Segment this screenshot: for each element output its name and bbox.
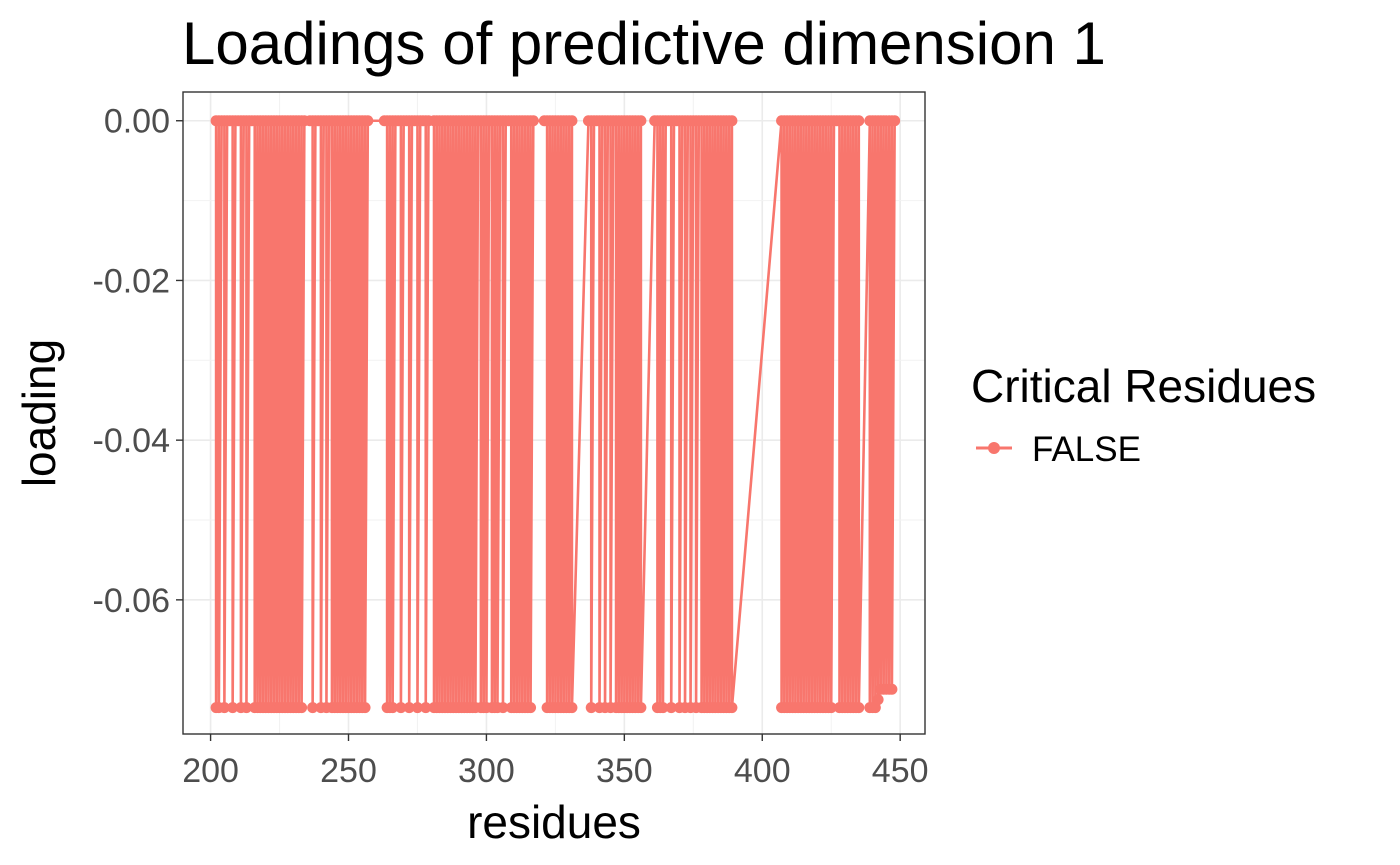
- data-point: [420, 702, 432, 714]
- data-point: [665, 702, 677, 714]
- data-point: [362, 115, 374, 127]
- x-axis-ticks: 200 250 300 350 400 450: [182, 734, 929, 790]
- x-tick-label: 350: [596, 752, 653, 790]
- data-point: [411, 702, 423, 714]
- data-point: [296, 702, 308, 714]
- legend-key-point: [988, 442, 1000, 454]
- data-point: [403, 702, 415, 714]
- data-point: [853, 702, 865, 714]
- data-point: [395, 702, 407, 714]
- data-point: [657, 702, 669, 714]
- x-axis-title: residues: [467, 796, 641, 848]
- chart-title: Loadings of predictive dimension 1: [182, 10, 1106, 77]
- data-point: [359, 702, 371, 714]
- data-point: [566, 115, 578, 127]
- data-point: [853, 115, 865, 127]
- data-point: [307, 702, 319, 714]
- data-point: [825, 702, 837, 714]
- legend: Critical Residues FALSE: [971, 360, 1316, 469]
- data-point: [387, 702, 399, 714]
- y-tick-label: -0.06: [93, 582, 171, 620]
- legend-title: Critical Residues: [971, 360, 1316, 412]
- data-point: [566, 702, 578, 714]
- y-tick-label: -0.04: [93, 422, 171, 460]
- x-tick-label: 400: [734, 752, 791, 790]
- data-point: [585, 702, 597, 714]
- data-point: [635, 115, 647, 127]
- data-point: [886, 683, 898, 695]
- data-point: [240, 702, 252, 714]
- y-tick-label: -0.02: [93, 262, 171, 300]
- data-point: [227, 702, 239, 714]
- data-point: [497, 702, 509, 714]
- data-point: [635, 702, 647, 714]
- x-tick-label: 250: [320, 752, 377, 790]
- data-point: [726, 702, 738, 714]
- y-tick-label: 0.00: [104, 103, 170, 141]
- legend-label: FALSE: [1032, 430, 1141, 469]
- data-point: [889, 115, 901, 127]
- data-point: [872, 694, 884, 706]
- x-tick-label: 200: [182, 752, 239, 790]
- x-tick-label: 450: [872, 752, 929, 790]
- y-axis-title: loading: [13, 339, 65, 487]
- data-point: [525, 702, 537, 714]
- y-axis-ticks: 0.00 -0.02 -0.04 -0.06: [93, 103, 183, 620]
- data-point: [527, 115, 539, 127]
- data-point: [218, 702, 230, 714]
- data-point: [726, 115, 738, 127]
- plot-border: [182, 91, 926, 735]
- x-tick-label: 300: [458, 752, 515, 790]
- series-false: [210, 115, 901, 714]
